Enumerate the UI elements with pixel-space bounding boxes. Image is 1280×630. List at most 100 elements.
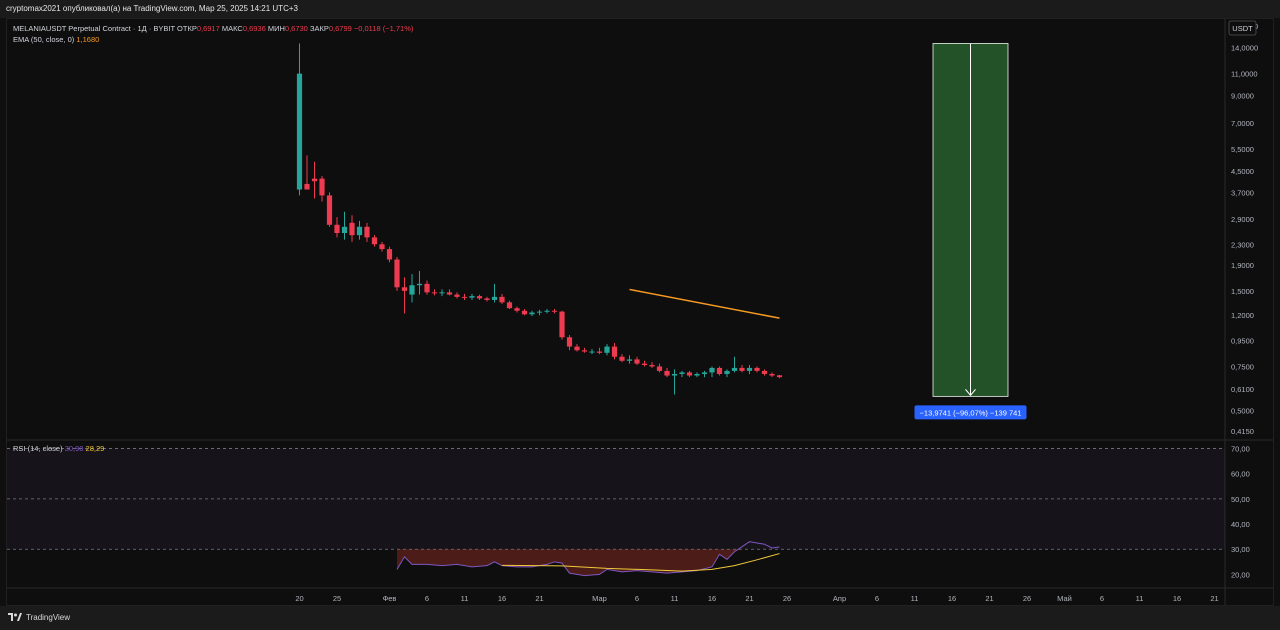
candle-body	[724, 370, 730, 374]
candle	[709, 366, 715, 378]
price-tick-label: 0,6100	[1231, 385, 1254, 394]
candle	[379, 241, 385, 252]
time-tick-label: 6	[1100, 594, 1104, 603]
time-tick-label: 11	[671, 594, 679, 603]
measure-badge	[914, 405, 1027, 420]
time-tick-label: Фев	[383, 594, 397, 603]
candle-body	[514, 308, 520, 311]
time-tick-label: 16	[708, 594, 716, 603]
candle-body	[349, 222, 355, 236]
candle-body	[574, 346, 580, 351]
price-tick-label: 14,0000	[1231, 43, 1258, 52]
rsi-tick-label: 20,00	[1231, 570, 1250, 579]
candle-body	[311, 178, 318, 182]
candle-body	[326, 195, 333, 225]
time-tick-label: 6	[425, 594, 429, 603]
time-tick-label: 16	[948, 594, 956, 603]
candle-body	[761, 370, 768, 374]
chart-canvas[interactable]: −13,9741 (−96,07%) −139 741 0,4150 0,5000…	[7, 19, 1273, 605]
candle-body	[634, 359, 640, 364]
candle-body	[416, 283, 423, 286]
time-tick-label: 21	[535, 594, 543, 603]
candle-body	[769, 373, 775, 376]
price-tick-label: 1,2000	[1231, 311, 1254, 320]
candle-body	[746, 367, 753, 371]
legend-value: 0,6730	[285, 24, 310, 33]
rsi-ma-legend-value: 28,29	[86, 444, 105, 453]
price-tick-label: 3,7000	[1231, 188, 1254, 197]
candle-body	[409, 285, 415, 295]
candle	[716, 366, 723, 376]
currency-badge: USDT	[1228, 20, 1257, 36]
candle	[431, 289, 438, 296]
legend-value: МИН	[268, 24, 285, 33]
candle	[334, 217, 340, 238]
candle-body	[611, 346, 618, 357]
candle	[304, 155, 310, 190]
candle	[536, 309, 543, 316]
candle	[679, 370, 685, 378]
candle	[349, 215, 355, 242]
candle	[521, 309, 528, 316]
candle-body	[431, 292, 438, 294]
candle	[484, 296, 490, 302]
candle	[754, 366, 760, 373]
ema-layer	[629, 288, 780, 319]
rsi-pane	[7, 448, 1225, 577]
candle	[311, 161, 318, 199]
candle	[409, 274, 415, 303]
price-tick-label: 9,0000	[1231, 92, 1254, 101]
time-tick-label: 6	[635, 594, 639, 603]
time-tick-label: Апр	[833, 594, 846, 603]
price-tick-label: 4,5000	[1231, 167, 1254, 176]
rsi-oversold-fill	[397, 549, 780, 576]
time-tick-label: 21	[985, 594, 993, 603]
time-tick-label: 25	[333, 594, 341, 603]
rsi-line	[396, 541, 780, 577]
candle-body	[296, 73, 303, 190]
rsi-tick-label: 30,00	[1231, 545, 1250, 554]
time-tick-label: Май	[1057, 594, 1072, 603]
tradingview-logo-text: TradingView	[26, 613, 71, 622]
candles-layer	[296, 43, 783, 395]
candle-body	[701, 372, 708, 374]
candle	[724, 369, 730, 378]
candle	[626, 355, 633, 364]
candle-body	[424, 283, 430, 293]
candle	[401, 277, 408, 314]
chart-area[interactable]: −13,9741 (−96,07%) −139 741 0,4150 0,5000…	[6, 18, 1274, 606]
legend-value: ЗАКР	[310, 24, 329, 33]
candle	[461, 293, 468, 300]
rsi-tick-label: 50,00	[1231, 495, 1250, 504]
candle-body	[544, 310, 550, 312]
measure-label: −13,9741 (−96,07%) −139 741	[920, 408, 1022, 417]
candle-body	[656, 366, 663, 371]
candle	[416, 270, 423, 295]
legend-value: 0,6799	[329, 24, 354, 33]
candle	[529, 310, 535, 317]
rsi-tick-label: 60,00	[1231, 470, 1250, 479]
publisher-bar: cryptomax2021 опубликовал(а) на TradingV…	[0, 0, 1280, 18]
rsi-ma-line	[501, 553, 780, 572]
time-tick-label: 11	[1136, 594, 1144, 603]
candle	[454, 292, 460, 299]
candle	[671, 369, 678, 395]
currency-label: USDT	[1232, 24, 1253, 33]
candle-body	[446, 292, 453, 295]
candle-body	[694, 373, 700, 376]
candle-body	[341, 226, 348, 234]
tradingview-logo[interactable]: TradingView	[8, 613, 70, 622]
candle-body	[551, 310, 558, 312]
footer-bar	[0, 606, 1280, 630]
candle-body	[716, 367, 723, 374]
candle-body	[649, 365, 655, 367]
time-tick-label: Мар	[592, 594, 607, 603]
candle	[596, 347, 603, 355]
time-tick-label: 11	[911, 594, 919, 603]
candle-body	[536, 311, 543, 313]
time-tick-label: 11	[461, 594, 469, 603]
candle	[566, 335, 573, 351]
candle-body	[454, 294, 460, 297]
candle	[619, 354, 625, 363]
candle-body	[304, 183, 310, 190]
